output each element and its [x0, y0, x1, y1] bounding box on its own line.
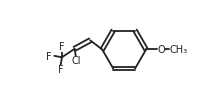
Text: Cl: Cl: [71, 56, 81, 66]
Text: O: O: [158, 46, 165, 56]
Text: F: F: [58, 65, 63, 75]
Text: F: F: [59, 42, 65, 52]
Text: F: F: [46, 52, 52, 62]
Text: CH₃: CH₃: [170, 46, 188, 56]
